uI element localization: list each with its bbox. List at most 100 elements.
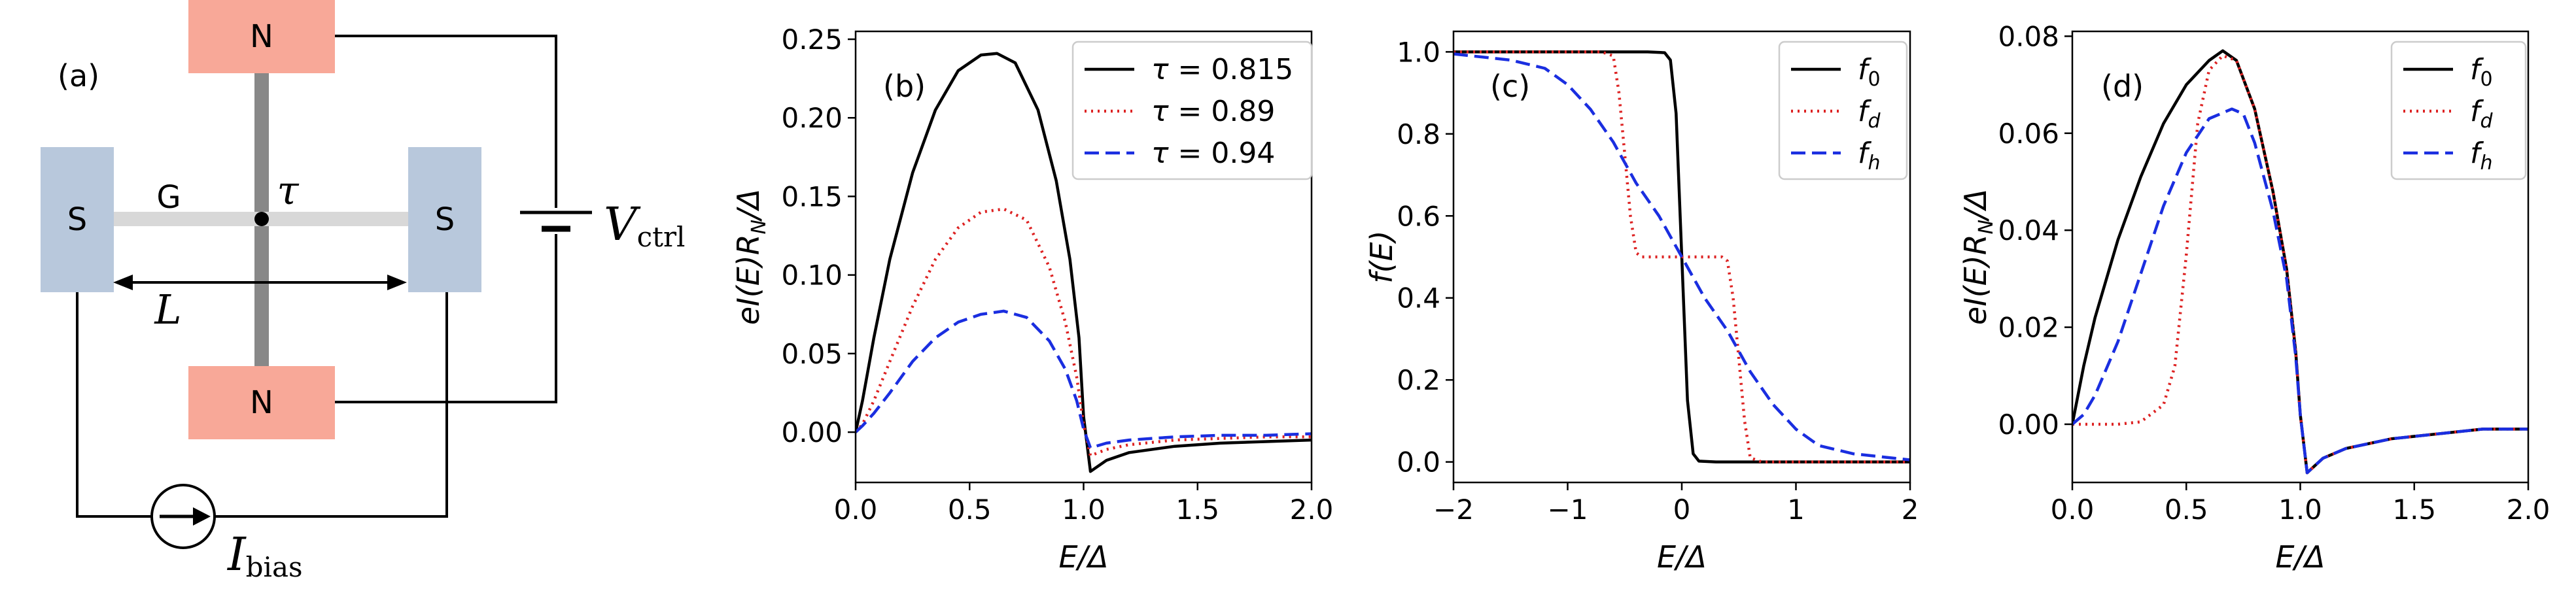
circuit-wires: [76, 35, 557, 518]
x-axis-label: E/Δ: [2275, 539, 2325, 575]
legend-label-sub: h: [2480, 152, 2493, 175]
y-axis-label-sub: N: [1975, 220, 1998, 234]
length-arrow-right-head: [387, 275, 407, 290]
series-line-3: [856, 309, 1312, 450]
panel-label: (d): [2101, 69, 2144, 104]
y-tick-label: 0.8: [1397, 118, 1440, 150]
y-axis-label: eI(E)RN/Δ: [731, 189, 771, 325]
y-tick-label: 0.10: [781, 260, 843, 292]
x-tick-label: 1.5: [1175, 494, 1219, 526]
legend-label-sub: d: [2480, 110, 2494, 133]
legend-label-sub: 0: [2480, 68, 2493, 91]
y-axis-label-main: eI(E)R: [731, 234, 766, 325]
x-tick-label: 0.5: [948, 494, 992, 526]
current-source-arrow-head: [193, 507, 211, 526]
y-tick-label: 0.0: [1397, 446, 1440, 479]
legend-label-3: τ = 0.94: [1151, 137, 1275, 170]
y-tick-label: 0.25: [781, 24, 843, 56]
x-tick-label: −2: [1433, 494, 1474, 526]
series-line-1: [856, 52, 1312, 473]
legend-label-value: = 0.94: [1169, 137, 1276, 170]
y-axis-label-main: eI(E)R: [1958, 234, 1993, 325]
panel-label-a: (a): [58, 58, 99, 93]
legend-label-sub: h: [1868, 152, 1881, 175]
wire-bias-loop-right: [215, 291, 448, 518]
y-axis-label: f(E): [1364, 230, 1399, 283]
length-arrow-left-head: [113, 275, 133, 290]
legend-box: [1778, 41, 1908, 180]
x-tick-label: 0: [1673, 494, 1691, 526]
x-tick-label: 1.0: [2278, 494, 2322, 526]
y-tick-label: 0.2: [1397, 364, 1440, 396]
series-line-2: [856, 207, 1312, 458]
legend-box: [1071, 41, 1313, 180]
n-top-label: N: [250, 18, 273, 55]
junction-dot: [254, 212, 269, 226]
y-tick-label: 0.06: [1998, 118, 2059, 150]
tau-label: τ: [277, 168, 299, 214]
legend-label-1: τ = 0.815: [1151, 53, 1293, 86]
x-tick-label: 1: [1787, 494, 1805, 526]
n-electrode-bottom: [188, 366, 335, 439]
v-ctrl-sub: ctrl: [637, 221, 686, 253]
legend-label-sub: 0: [1868, 68, 1881, 91]
y-tick-label: 0.05: [781, 338, 843, 370]
x-tick-label: 0.0: [834, 494, 878, 526]
legend-label-sub: d: [1868, 110, 1881, 133]
y-tick-label: 1.0: [1397, 36, 1440, 68]
y-axis-label-tail: /Δ: [1958, 189, 1993, 222]
i-bias-main: I: [226, 528, 247, 581]
x-tick-label: 2.0: [1290, 494, 1334, 526]
panel-label: (c): [1490, 69, 1530, 104]
x-tick-label: 0.0: [2051, 494, 2095, 526]
x-tick-label: 0.5: [2165, 494, 2208, 526]
y-tick-label: 0.6: [1397, 200, 1440, 232]
series-line-2: [2072, 54, 2528, 475]
length-label: L: [154, 286, 181, 333]
y-tick-label: 0.00: [781, 416, 843, 448]
x-axis-label: E/Δ: [1058, 539, 1108, 575]
v-ctrl-main: V: [604, 197, 641, 251]
wire-bottom-right: [334, 234, 557, 403]
schematic-panel: N N S S G τ L (a) Vctrl Ibias: [41, 0, 685, 583]
y-tick-label: 0.08: [1998, 20, 2059, 52]
x-axis-label: E/Δ: [1657, 539, 1707, 575]
series-line-3: [2072, 107, 2528, 475]
v-ctrl-label: Vctrl: [604, 197, 685, 253]
legend-label-2: τ = 0.89: [1151, 95, 1275, 128]
x-tick-label: 2.0: [2507, 494, 2550, 526]
s-electrode-left: [41, 147, 114, 292]
y-axis-label-tail: /Δ: [731, 189, 766, 222]
y-axis-label: eI(E)RN/Δ: [1958, 189, 1998, 325]
wire-bias-loop: [76, 291, 152, 518]
g-label: G: [156, 179, 181, 216]
chart-panel-d: 0.0 0.5 1.0 1.5 2.0 0.00 0.02 0.04 0.06 0.08 E/Δ eI…: [1958, 20, 2550, 575]
s-electrode-right: [408, 147, 481, 292]
y-tick-label: 0.15: [781, 180, 843, 212]
y-tick-label: 0.20: [781, 102, 843, 134]
x-tick-label: 2: [1902, 494, 1919, 526]
panel-label: (b): [883, 69, 926, 104]
y-tick-label: 0.02: [1998, 312, 2059, 344]
legend-label-value: = 0.815: [1169, 53, 1294, 86]
chart-panel-c: −2 −1 0 1 2 0.0 0.2 0.4 0.6 0.8 1.0 E/Δ f(E) (c) f0fdf…: [1364, 30, 1919, 575]
x-tick-label: 1.5: [2392, 494, 2436, 526]
legend-label-main: τ: [1151, 53, 1169, 86]
s-right-label: S: [435, 201, 455, 238]
i-bias-label: Ibias: [226, 528, 303, 583]
x-tick-label: 1.0: [1062, 494, 1105, 526]
chart-panel-b: 0.0 0.5 1.0 1.5 2.0 0.00 0.05 0.10 0.15 0.20 0.25 E…: [731, 24, 1333, 575]
n-bottom-label: N: [250, 384, 273, 421]
legend-label-value: = 0.89: [1169, 95, 1276, 128]
x-tick-label: −1: [1548, 494, 1588, 526]
y-tick-label: 0.00: [1998, 409, 2059, 441]
legend-label-main: τ: [1151, 137, 1169, 170]
y-axis-label-sub: N: [748, 220, 771, 234]
i-bias-sub: bias: [246, 551, 303, 583]
y-tick-label: 0.4: [1397, 282, 1440, 314]
n-electrode-top: [188, 0, 335, 73]
